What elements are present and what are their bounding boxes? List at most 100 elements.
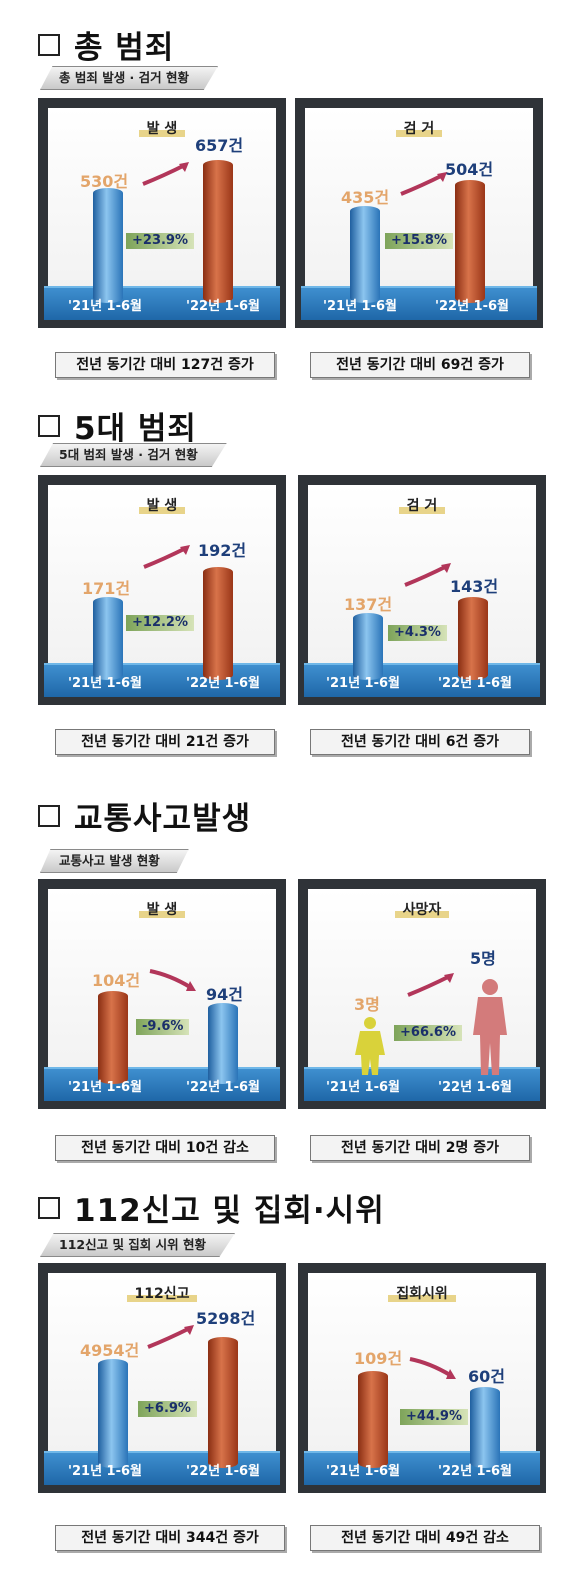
bar-2021	[353, 613, 383, 680]
section-total-crime: 총 범죄 총 범죄 발생 · 검거 현황 발 생 530건 657건 +23.9…	[0, 0, 567, 395]
label-2021: '21년 1-6월	[68, 1080, 143, 1095]
label-2021: '21년 1-6월	[326, 1464, 401, 1479]
value-2021: 171건	[82, 579, 131, 598]
change-percent: +4.3%	[388, 625, 447, 641]
panel-title: 발 생	[38, 118, 286, 138]
decrease-arrow-icon	[149, 969, 196, 991]
value-2022: 5명	[470, 949, 496, 968]
bar-2021	[98, 991, 128, 1084]
label-2021: '21년 1-6월	[68, 676, 143, 691]
panel-title: 발 생	[38, 899, 286, 919]
value-2021: 435건	[341, 188, 390, 207]
panel-background	[48, 1273, 276, 1455]
person-figure-icon	[355, 1017, 385, 1075]
section-traffic-accidents: 교통사고발생 교통사고 발생 현황 발 생 104건 94건 -9.6% '21…	[0, 785, 567, 1185]
panel-title: 112신고	[38, 1283, 286, 1303]
label-2021: '21년 1-6월	[68, 299, 143, 314]
bar-2021	[358, 1371, 388, 1468]
label-2022: '22년 1-6월	[186, 676, 261, 691]
section-ribbon: 교통사고 발생 현황	[40, 849, 189, 873]
checkbox-icon	[38, 1196, 60, 1219]
bar-2022	[203, 567, 233, 680]
change-percent: -9.6%	[136, 1019, 190, 1035]
panel-title: 검 거	[295, 118, 543, 138]
checkbox-icon	[38, 414, 60, 437]
bar-2022	[203, 160, 233, 303]
value-2021: 4954건	[80, 1341, 140, 1360]
panel-background	[305, 108, 533, 290]
section-112-and-rallies: 112신고 및 집회·시위 112신고 및 집회 시위 현황 112신고 495…	[0, 1185, 567, 1588]
panel-title: 발 생	[38, 495, 286, 515]
section-ribbon: 112신고 및 집회 시위 현황	[40, 1233, 236, 1257]
change-percent: +23.9%	[126, 233, 194, 249]
panel-caption: 전년 동기간 대비 69건 증가	[310, 352, 530, 378]
value-2022: 94건	[206, 985, 243, 1004]
checkbox-icon	[38, 33, 60, 56]
increase-arrow-icon	[400, 172, 447, 196]
label-2022: '22년 1-6월	[438, 1464, 513, 1479]
chart-floor	[301, 286, 537, 320]
chart-panel-arrest: 검 거 137건 143건 +4.3% '21년 1-6월 '22년 1-6월	[298, 475, 546, 705]
change-percent: +6.9%	[138, 1401, 197, 1417]
bar-2022	[470, 1387, 500, 1468]
section-title: 교통사고발생	[74, 801, 252, 837]
label-2022: '22년 1-6월	[438, 676, 513, 691]
bar-2021	[350, 206, 380, 303]
bar-2021	[93, 188, 123, 303]
value-2022: 143건	[450, 577, 499, 596]
increase-arrow-icon	[143, 545, 190, 569]
chart-panel-occurrence: 발 생 104건 94건 -9.6% '21년 1-6월 '22년 1-6월	[38, 879, 286, 1109]
checkbox-icon	[38, 804, 60, 827]
change-percent: +15.8%	[385, 233, 453, 249]
panel-background	[48, 485, 276, 667]
section-title: 5대 범죄	[74, 411, 197, 447]
label-2022: '22년 1-6월	[186, 299, 261, 314]
label-2022: '22년 1-6월	[186, 1464, 261, 1479]
value-2021: 3명	[354, 995, 380, 1014]
increase-arrow-icon	[407, 973, 454, 997]
value-2022: 5298건	[196, 1309, 256, 1328]
value-2021: 104건	[92, 971, 141, 990]
panel-caption: 전년 동기간 대비 344건 증가	[55, 1525, 285, 1551]
increase-arrow-icon	[404, 563, 451, 587]
chart-panel-occurrence: 발 생 530건 657건 +23.9% '21년 1-6월 '22년 1-6월	[38, 98, 286, 328]
bar-2021	[98, 1359, 128, 1468]
section-ribbon: 5대 범죄 발생 · 검거 현황	[40, 443, 227, 467]
panel-caption: 전년 동기간 대비 2명 증가	[310, 1135, 530, 1161]
decrease-arrow-icon	[409, 1357, 456, 1379]
panel-caption: 전년 동기간 대비 127건 증가	[55, 352, 275, 378]
section-heading: 교통사고발생	[38, 793, 251, 838]
bar-2021	[93, 597, 123, 680]
section-title: 총 범죄	[74, 30, 175, 66]
person-figure-icon	[473, 979, 507, 1075]
chart-floor	[304, 663, 540, 697]
change-percent: +12.2%	[126, 615, 194, 631]
change-percent: +66.6%	[394, 1025, 462, 1041]
panel-caption: 전년 동기간 대비 10건 감소	[55, 1135, 275, 1161]
bar-2022	[455, 180, 485, 303]
chart-floor	[304, 1067, 540, 1101]
panel-title: 사망자	[298, 899, 546, 919]
bar-2022	[208, 1337, 238, 1468]
panel-caption: 전년 동기간 대비 6건 증가	[310, 729, 530, 755]
value-2021: 137건	[344, 595, 393, 614]
value-2021: 109건	[354, 1349, 403, 1368]
section-heading: 총 범죄	[38, 22, 174, 67]
panel-background	[48, 108, 276, 290]
value-2022: 60건	[468, 1367, 505, 1386]
label-2021: '21년 1-6월	[68, 1464, 143, 1479]
label-2022: '22년 1-6월	[186, 1080, 261, 1095]
increase-arrow-icon	[142, 162, 189, 186]
increase-arrow-icon	[147, 1325, 194, 1349]
chart-floor	[44, 663, 280, 697]
change-percent: +44.9%	[400, 1409, 468, 1425]
value-2022: 192건	[198, 541, 247, 560]
chart-panel-112-calls: 112신고 4954건 5298건 +6.9% '21년 1-6월 '22년 1…	[38, 1263, 286, 1493]
chart-panel-rallies: 집회시위 109건 60건 +44.9% '21년 1-6월 '22년 1-6월	[298, 1263, 546, 1493]
chart-panel-fatalities: 사망자 3명 5명 +66.6% '21년 1-6월 '22년 1-6월	[298, 879, 546, 1109]
section-ribbon: 총 범죄 발생 · 검거 현황	[40, 66, 219, 90]
chart-floor	[44, 286, 280, 320]
chart-floor	[304, 1451, 540, 1485]
label-2021: '21년 1-6월	[323, 299, 398, 314]
chart-floor	[44, 1451, 280, 1485]
